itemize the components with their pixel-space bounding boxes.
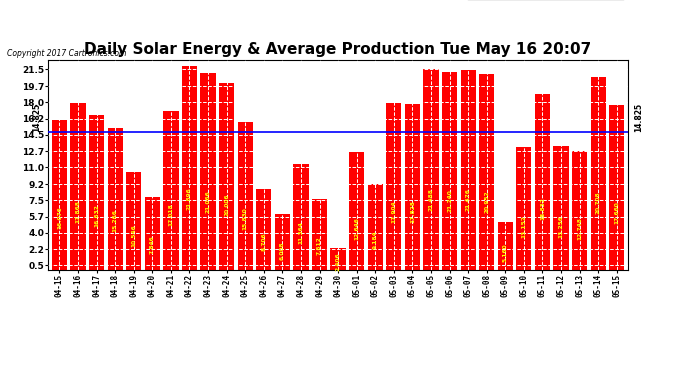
Text: 20.952: 20.952 — [484, 190, 489, 213]
Bar — [553, 146, 569, 270]
Bar — [182, 66, 197, 270]
Text: 17.660: 17.660 — [614, 201, 619, 223]
Bar — [70, 103, 86, 270]
Bar — [424, 69, 439, 270]
Text: 17.868: 17.868 — [75, 200, 81, 223]
Bar — [479, 75, 494, 270]
Text: 16.076: 16.076 — [57, 206, 62, 229]
Text: 17.904: 17.904 — [391, 200, 396, 223]
Bar — [591, 77, 606, 270]
Bar — [572, 151, 587, 270]
Text: 20.708: 20.708 — [595, 191, 601, 214]
Text: 13.256: 13.256 — [558, 215, 564, 238]
Bar — [89, 115, 104, 270]
Text: 18.832: 18.832 — [540, 197, 545, 220]
Bar — [497, 222, 513, 270]
Bar — [331, 248, 346, 270]
Bar — [386, 103, 402, 270]
Bar — [368, 184, 383, 270]
Text: 10.546: 10.546 — [131, 224, 136, 247]
Bar — [535, 94, 550, 270]
Text: 14.825: 14.825 — [635, 102, 644, 132]
Text: 20.006: 20.006 — [224, 194, 229, 216]
Bar — [201, 74, 216, 270]
Bar — [256, 189, 271, 270]
Bar — [237, 122, 253, 270]
Bar — [293, 164, 308, 270]
Bar — [516, 147, 531, 270]
Text: 6.008: 6.008 — [280, 241, 285, 260]
Text: 17.828: 17.828 — [410, 200, 415, 223]
Text: 2.406: 2.406 — [335, 253, 341, 272]
Text: 21.476: 21.476 — [466, 188, 471, 211]
Text: 15.830: 15.830 — [243, 207, 248, 230]
Bar — [460, 69, 476, 270]
Text: 15.266: 15.266 — [112, 209, 118, 232]
Text: 17.018: 17.018 — [168, 203, 173, 226]
Bar — [312, 199, 327, 270]
Text: 21.240: 21.240 — [447, 189, 452, 212]
Bar — [52, 120, 67, 270]
Text: 13.152: 13.152 — [522, 216, 526, 238]
Text: 7.612: 7.612 — [317, 236, 322, 255]
Text: 11.364: 11.364 — [299, 222, 304, 245]
Text: 14.825: 14.825 — [32, 102, 41, 132]
Bar — [442, 72, 457, 270]
Text: 12.646: 12.646 — [354, 217, 359, 240]
Bar — [126, 172, 141, 270]
Bar — [219, 83, 235, 270]
Bar — [349, 152, 364, 270]
Bar — [275, 214, 290, 270]
Bar — [108, 128, 123, 270]
Text: 9.184: 9.184 — [373, 231, 377, 249]
Text: 5.160: 5.160 — [503, 244, 508, 262]
Bar — [145, 197, 160, 270]
Text: 21.896: 21.896 — [187, 187, 192, 210]
Text: 8.706: 8.706 — [262, 232, 266, 251]
Bar — [609, 105, 624, 270]
Bar — [405, 104, 420, 270]
Bar — [164, 111, 179, 270]
Text: 21.066: 21.066 — [206, 190, 210, 213]
Text: 7.846: 7.846 — [150, 235, 155, 254]
Text: 16.632: 16.632 — [94, 204, 99, 227]
Text: 12.748: 12.748 — [577, 217, 582, 240]
Text: 21.488: 21.488 — [428, 188, 433, 211]
Text: Copyright 2017 Cartronics.com: Copyright 2017 Cartronics.com — [7, 49, 126, 58]
Title: Daily Solar Energy & Average Production Tue May 16 20:07: Daily Solar Energy & Average Production … — [84, 42, 592, 57]
